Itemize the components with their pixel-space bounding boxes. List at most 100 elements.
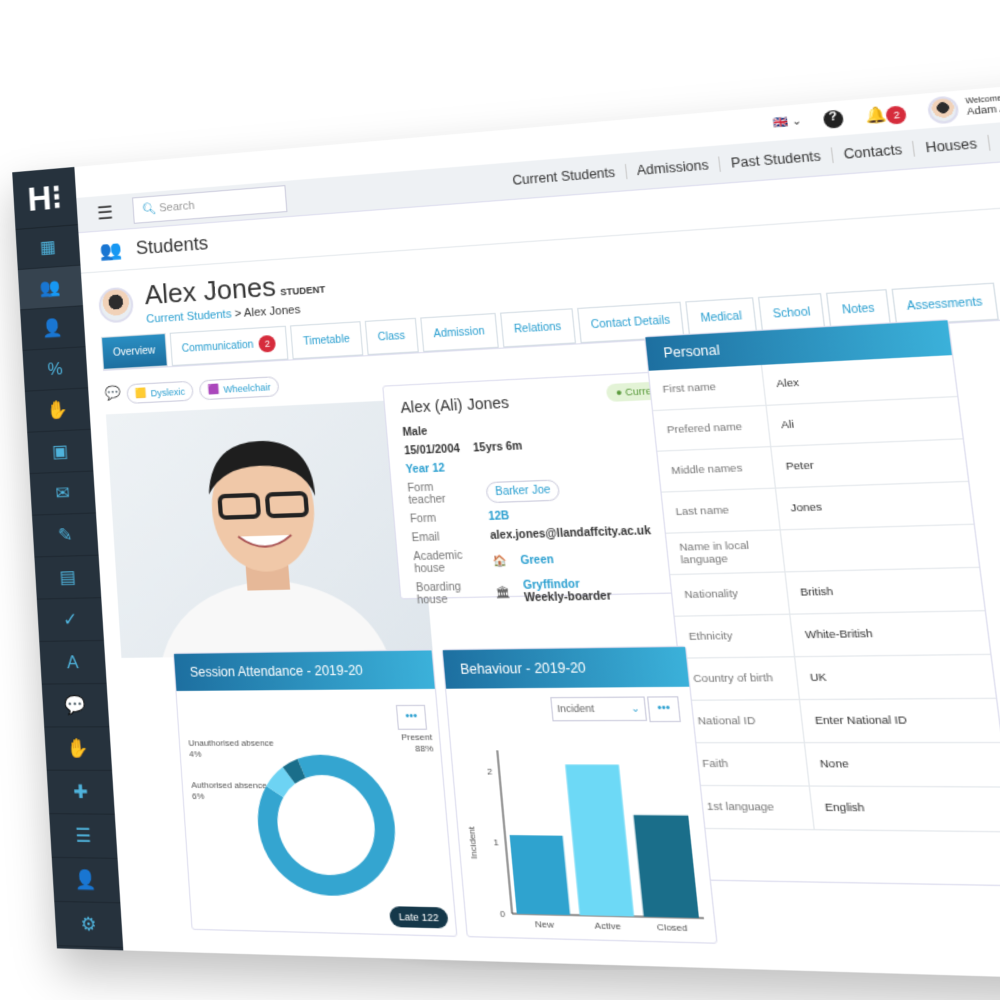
field-label: Country of birth [679,657,801,700]
field-label: Ethnicity [674,614,796,658]
boarding-house-label: Boarding house [415,581,462,607]
behaviour-bar-chart: 0 1 2 Incident New Active Closed [466,727,719,934]
notification-count: 2 [885,104,908,125]
tab-admission[interactable]: Admission [419,312,499,353]
language-selector[interactable]: 🇬🇧 ⌄ [772,115,803,130]
table-icon[interactable]: ☰ [49,814,118,859]
incident-dropdown[interactable]: Incident ⌄ [550,696,648,722]
student-photo [105,399,433,658]
late-badge: Late 122 [388,906,449,929]
help-icon[interactable]: ? [822,109,845,129]
email[interactable]: alex.jones@llandaffcity.ac.uk [489,525,652,543]
dashboard-icon[interactable]: ▦ [15,225,81,271]
field-label: Name in local language [665,530,786,575]
field-value[interactable]: Jones [789,501,823,515]
role-badge: STUDENT [279,284,326,298]
tab-timetable[interactable]: Timetable [290,321,363,360]
personal-row: Name in local language [665,524,980,576]
logo: H⁝ [12,166,78,231]
chat-icon[interactable]: 💬 [41,684,110,728]
academic-house[interactable]: Green [519,553,555,567]
label-present: Present [401,732,434,742]
field-label: First name [648,364,767,411]
app-window: H⁝ ▦ 👥 👤 % ✋ ▣ ✉ ✎ ▤ ✓ A 💬 ✋ ✚ ☰ 👤 ⚙ 🇬🇧 … [12,79,1000,984]
field-value[interactable]: White-British [804,627,874,642]
nav-past-students[interactable]: Past Students [718,147,833,172]
nav-contacts[interactable]: Contacts [830,141,915,164]
form-teacher-label: Form teacher [406,481,447,508]
analytics-icon[interactable]: ✓ [36,598,104,642]
document-icon[interactable]: ▤ [34,555,102,600]
grades-icon[interactable]: A [39,640,107,685]
bar-new [509,835,571,915]
age: 15yrs 6m [472,440,523,455]
personal-row: National ID Enter National ID [683,698,1000,744]
field-value[interactable]: None [819,757,850,772]
email-label: Email [411,531,441,545]
settings-icon[interactable]: ⚙ [54,901,124,949]
nav-houses[interactable]: Houses [912,135,990,157]
field-label: Nationality [670,572,791,616]
user-avatar [926,94,961,125]
field-label: Faith [687,743,810,786]
breadcrumb-parent[interactable]: Current Students [145,308,232,326]
tab-label: Communication [181,338,255,355]
field-value[interactable]: UK [809,671,828,685]
y-tick-label: 1 [493,837,499,848]
field-value[interactable]: Peter [785,459,815,474]
x-tick-label: New [534,919,554,930]
pen-icon[interactable]: ✎ [32,513,99,558]
wave-icon[interactable]: ✋ [44,727,113,771]
bar-active [565,764,634,917]
page-title: Students [135,232,209,259]
tab-overview[interactable]: Overview [100,333,168,370]
form[interactable]: 12B [487,510,510,524]
nav-reports[interactable]: Reports [987,128,1000,151]
field-value[interactable]: British [799,585,834,600]
students-icon[interactable]: 👥 [17,265,84,311]
percent-icon[interactable]: % [22,347,89,392]
menu-icon[interactable]: ☰ [96,201,114,224]
field-label: National ID [683,700,805,743]
tab-communication[interactable]: Communication 2 [169,325,289,367]
x-tick-label: Closed [657,922,689,934]
comment-icon[interactable]: 💬 [104,384,122,401]
field-label: Middle names [657,447,776,492]
tab-class[interactable]: Class [364,317,419,356]
attendance-more-button[interactable]: ••• [395,704,428,730]
field-value[interactable]: Ali [780,418,795,432]
notifications-icon[interactable]: 🔔 2 [864,103,908,127]
behaviour-title: Behaviour - 2019-20 [442,646,690,689]
personal-row: 1st language English [692,786,1000,833]
label-present-pct: 88% [415,743,434,753]
year-group: Year 12 [405,462,446,477]
tag-dyslexic[interactable]: 🟨 Dyslexic [126,380,194,404]
tag-wheelchair[interactable]: 🟪 Wheelchair [198,376,280,401]
boarding-icon: 🏛 [494,586,511,600]
tab-relations[interactable]: Relations [499,308,576,348]
form-teacher[interactable]: Barker Joe [485,478,561,503]
calendar-icon[interactable]: ▣ [27,429,94,475]
wheelchair-icon: 🟪 [207,383,220,395]
nav-current-students[interactable]: Current Students [511,164,616,189]
field-value[interactable]: English [824,801,866,815]
label-auth: Authorised absence [191,780,268,791]
boarding-type: Weekly-boarder [523,590,612,605]
medical-icon[interactable]: ✚ [46,770,115,815]
user-icon[interactable]: 👤 [20,306,86,351]
field-value[interactable]: Enter National ID [814,714,908,728]
field-value[interactable]: Alex [775,376,800,391]
behaviour-more-button[interactable]: ••• [646,696,681,723]
field-label: 1st language [692,786,815,830]
nav-admissions[interactable]: Admissions [624,156,721,180]
students-icon: 👥 [98,239,123,262]
attendance-title: Session Attendance - 2019-20 [173,650,435,691]
personal-row: Country of birth UK [679,654,996,701]
hand-icon[interactable]: ✋ [24,388,91,433]
messages-icon[interactable]: ✉ [29,471,97,516]
y-tick-label: 0 [499,908,506,919]
staff-icon[interactable]: 👤 [51,857,121,904]
behaviour-card: Behaviour - 2019-20 Incident ⌄ ••• 0 1 2 Inc… [441,645,719,944]
label-auth-pct: 6% [192,791,205,801]
